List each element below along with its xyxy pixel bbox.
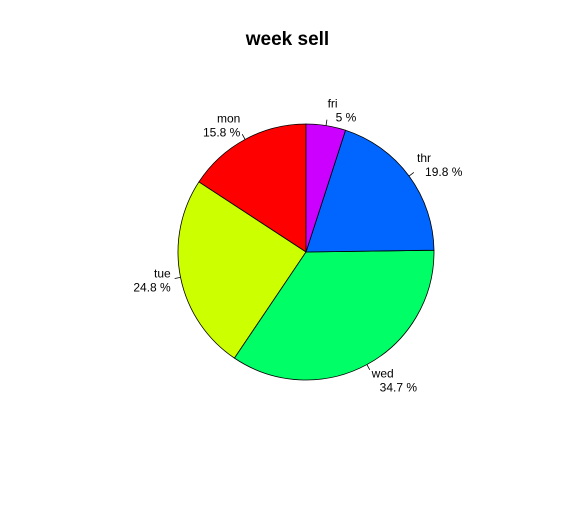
chart-title: week sell <box>245 29 330 50</box>
slice-value-mon: 15.8 % <box>203 126 241 140</box>
slice-label-wed: wed <box>371 366 394 380</box>
label-tick-thr <box>408 172 415 177</box>
label-tick-wed <box>366 364 371 371</box>
slice-label-tue: tue <box>154 266 171 280</box>
slice-value-tue: 24.8 % <box>133 280 171 294</box>
label-tick-tue <box>174 276 181 279</box>
pie-slice-fri <box>305 123 347 253</box>
slice-label-fri: fri <box>328 97 338 111</box>
pie-slice-mon <box>198 123 307 253</box>
slice-label-mon: mon <box>217 112 240 126</box>
pie-slice-tue <box>177 181 307 359</box>
pie-slice-thr <box>305 129 435 253</box>
pie-slice-wed <box>233 249 435 381</box>
slice-label-thr: thr <box>417 151 431 165</box>
label-ticks <box>174 119 415 371</box>
label-tick-fri <box>325 119 328 126</box>
label-tick-mon <box>241 133 246 140</box>
slice-value-wed: 34.7 % <box>380 380 418 394</box>
slice-value-thr: 19.8 % <box>425 165 463 179</box>
pie-slices <box>177 123 435 381</box>
slice-value-fri: 5 % <box>336 111 357 125</box>
